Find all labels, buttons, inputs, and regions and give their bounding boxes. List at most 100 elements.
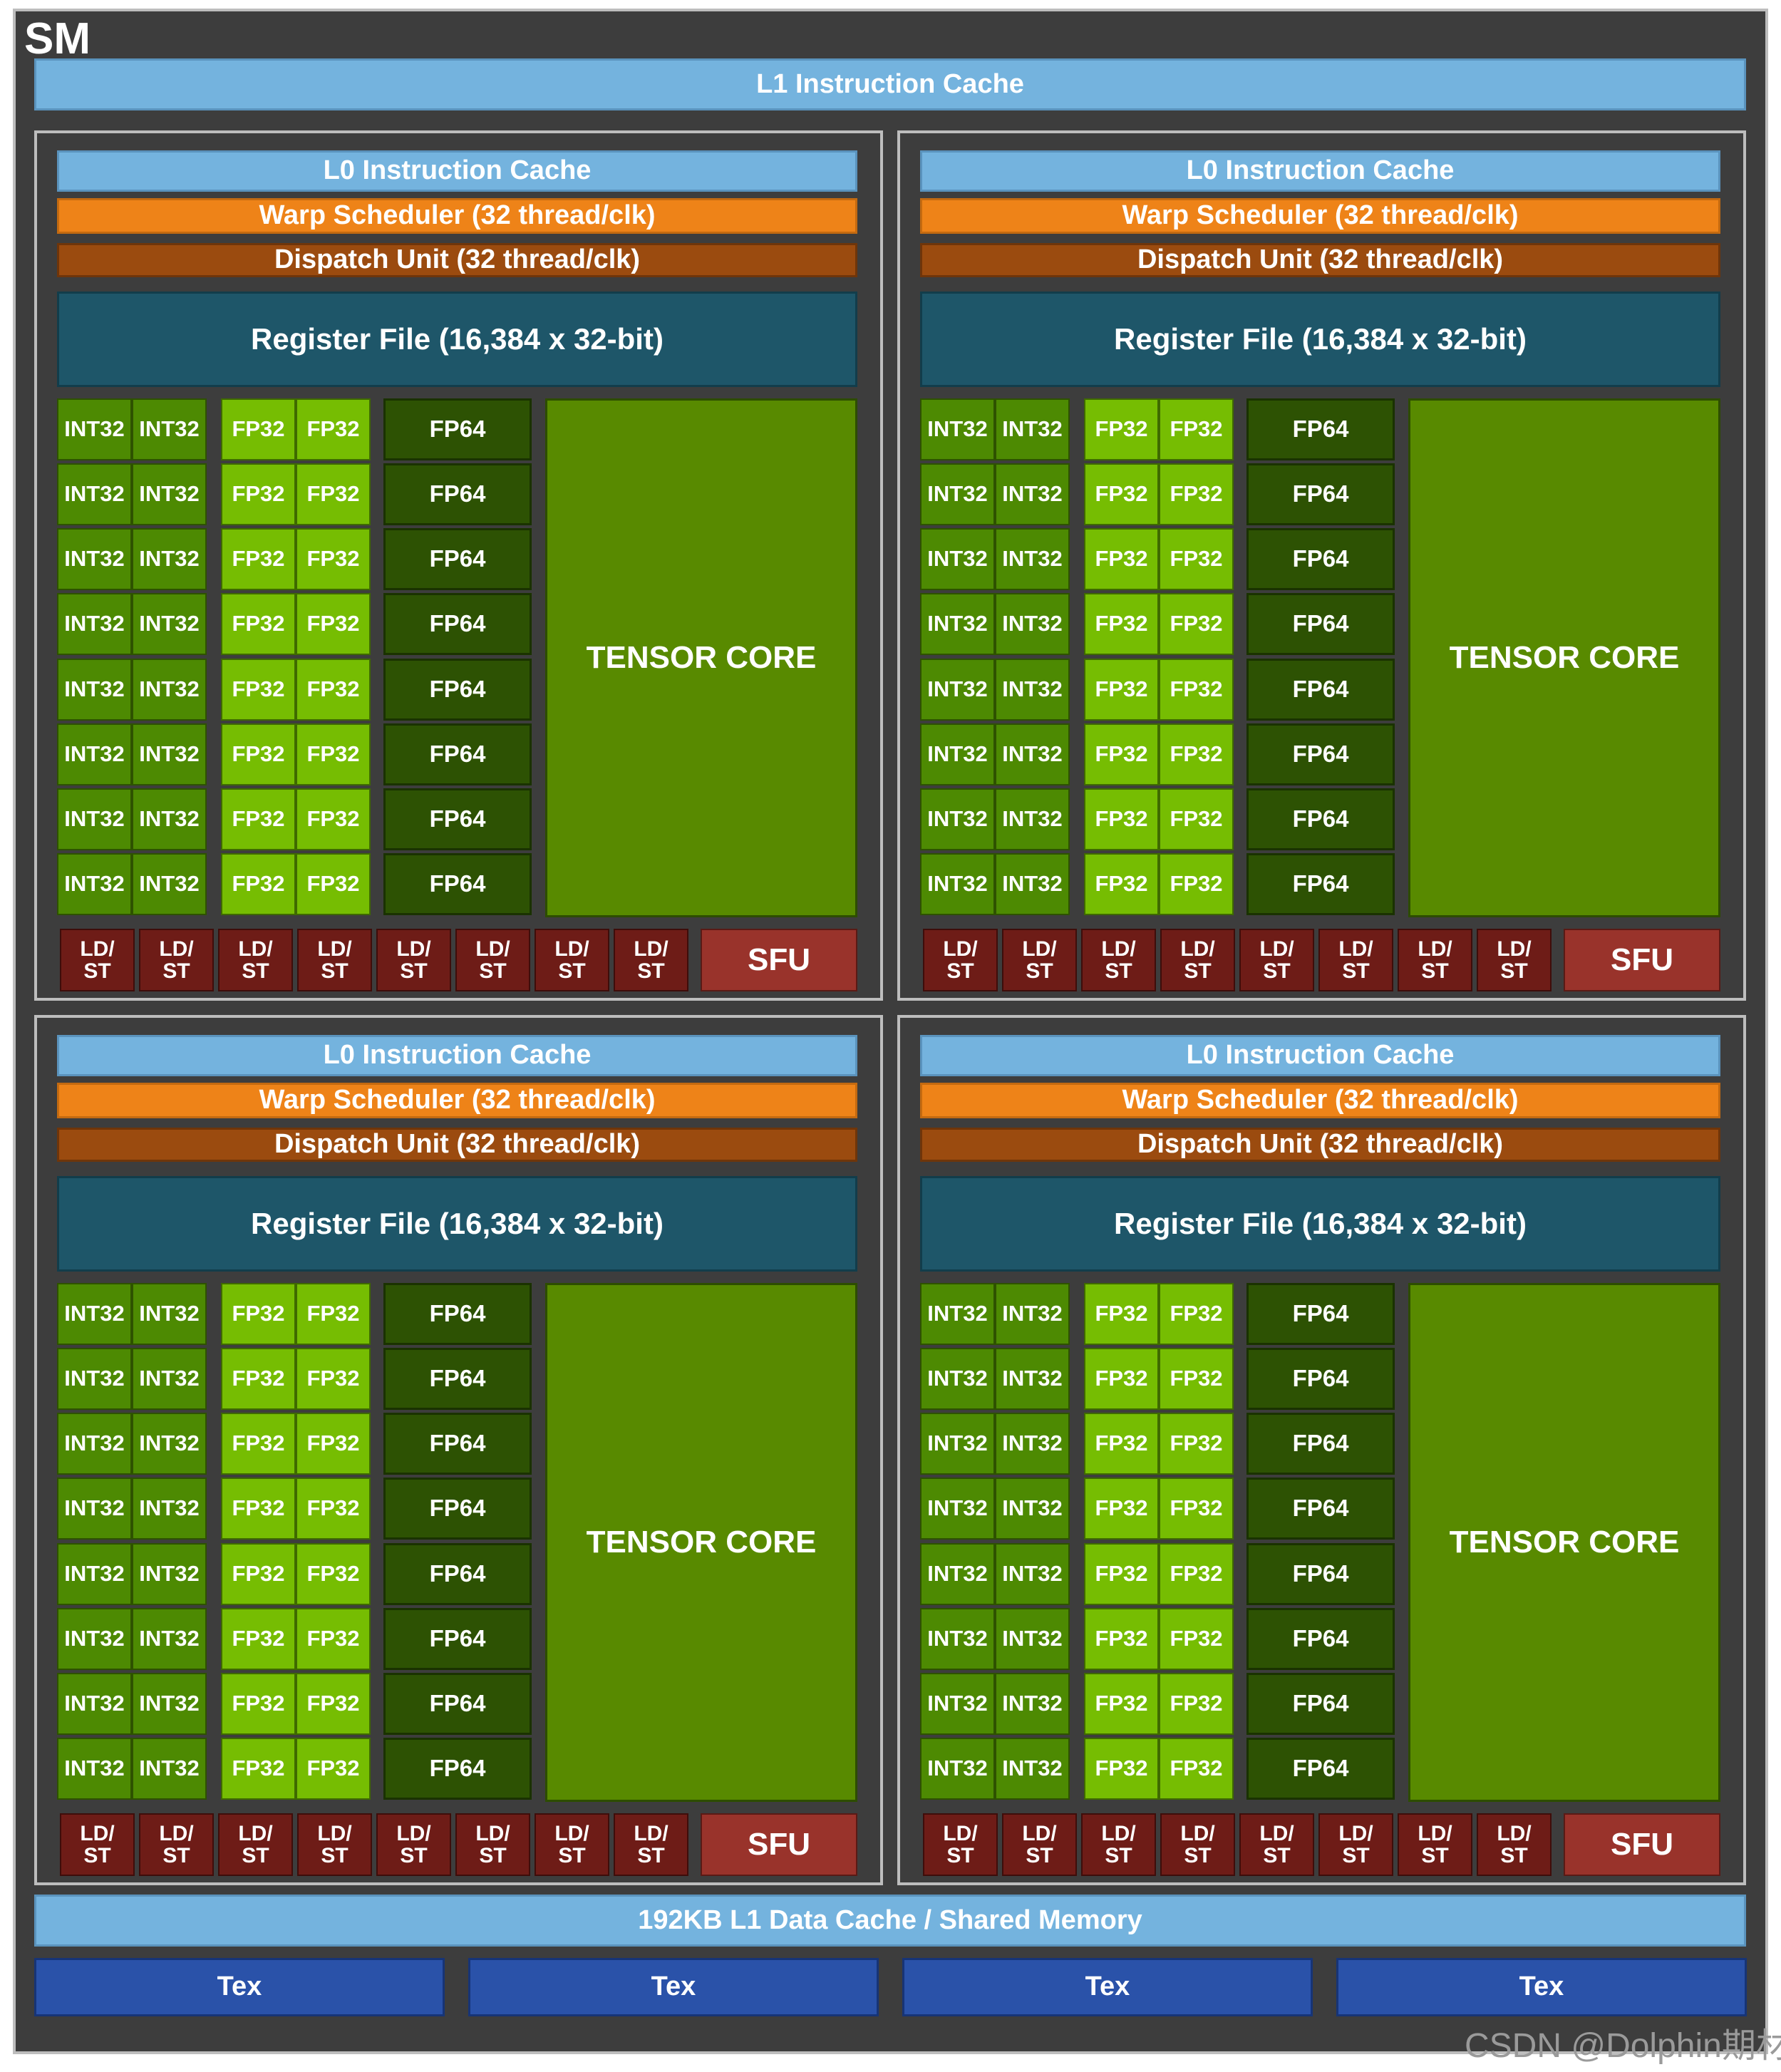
- fp64-core: FP64: [1246, 1543, 1395, 1605]
- ld-st-unit: LD/ST: [1318, 929, 1393, 991]
- ld-st-unit: LD/ST: [923, 1813, 998, 1876]
- register-file: Register File (16,384 x 32-bit): [920, 292, 1720, 387]
- ld-st-unit: LD/ST: [1002, 1813, 1077, 1876]
- ld-st-label-line1: LD/: [1101, 1821, 1136, 1845]
- ld-st-unit: LD/ST: [535, 929, 609, 991]
- fp32-core: FP32: [1159, 1283, 1234, 1345]
- fp64-core: FP64: [1246, 853, 1395, 915]
- ld-st-label-line2: ST: [1026, 1844, 1053, 1867]
- int32-core: INT32: [995, 1413, 1070, 1475]
- int32-core: INT32: [132, 398, 207, 460]
- int32-core: INT32: [132, 723, 207, 785]
- fp32-core: FP32: [296, 723, 371, 785]
- ld-st-unit: LD/ST: [1398, 1813, 1472, 1876]
- fp32-core: FP32: [1084, 1608, 1159, 1670]
- ld-st-label-line2: ST: [1342, 1844, 1370, 1867]
- ld-st-label-line1: LD/: [943, 1821, 978, 1845]
- fp32-core: FP32: [1159, 528, 1234, 590]
- int32-core: INT32: [57, 723, 132, 785]
- ld-st-unit: LD/ST: [614, 1813, 688, 1876]
- ld-st-label-line1: LD/: [475, 1821, 510, 1845]
- ld-st-label-line1: LD/: [317, 937, 352, 961]
- int32-core: INT32: [995, 528, 1070, 590]
- fp32-core: FP32: [1084, 723, 1159, 785]
- dispatch-unit: Dispatch Unit (32 thread/clk): [920, 1128, 1720, 1162]
- fp64-core: FP64: [383, 1543, 532, 1605]
- fp64-core: FP64: [1246, 593, 1395, 655]
- l0-instruction-cache: L0 Instruction Cache: [920, 150, 1720, 192]
- ld-st-unit: LD/ST: [1398, 929, 1472, 991]
- ld-st-label-line1: LD/: [1022, 937, 1057, 961]
- fp32-core: FP32: [1159, 1738, 1234, 1800]
- fp32-core: FP32: [1159, 723, 1234, 785]
- ld-st-unit: LD/ST: [455, 929, 530, 991]
- l1-instruction-cache: L1 Instruction Cache: [34, 58, 1746, 110]
- fp64-core: FP64: [383, 1413, 532, 1475]
- ld-st-label-line2: ST: [1263, 1844, 1291, 1867]
- fp32-core: FP32: [221, 723, 296, 785]
- ld-st-label-line1: LD/: [634, 937, 668, 961]
- fp32-core: FP32: [1084, 1543, 1159, 1605]
- tensor-core: TENSOR CORE: [545, 398, 857, 917]
- fp64-core: FP64: [383, 723, 532, 785]
- ld-st-label-line2: ST: [162, 959, 190, 983]
- fp32-core: FP32: [296, 593, 371, 655]
- fp32-core: FP32: [221, 593, 296, 655]
- sfu-unit: SFU: [1564, 929, 1720, 991]
- sm-title: SM: [24, 14, 91, 63]
- int32-core: INT32: [132, 659, 207, 721]
- int32-core: INT32: [920, 593, 995, 655]
- fp64-core: FP64: [383, 1608, 532, 1670]
- int32-core: INT32: [132, 1673, 207, 1735]
- ld-st-label-line1: LD/: [1338, 1821, 1373, 1845]
- ld-st-label-line2: ST: [558, 959, 586, 983]
- int32-core: INT32: [995, 1738, 1070, 1800]
- ld-st-unit: LD/ST: [1239, 929, 1314, 991]
- ld-st-label-line2: ST: [479, 959, 507, 983]
- ld-st-label-line2: ST: [1026, 959, 1053, 983]
- int32-core: INT32: [132, 1543, 207, 1605]
- int32-core: INT32: [995, 1673, 1070, 1735]
- ld-st-label-line1: LD/: [1022, 1821, 1057, 1845]
- ld-st-unit: LD/ST: [218, 1813, 293, 1876]
- dispatch-unit: Dispatch Unit (32 thread/clk): [57, 1128, 857, 1162]
- int32-core: INT32: [57, 1543, 132, 1605]
- int32-core: INT32: [995, 463, 1070, 525]
- fp64-core: FP64: [1246, 1673, 1395, 1735]
- fp64-core: FP64: [383, 1283, 532, 1345]
- ld-st-label-line2: ST: [162, 1844, 190, 1867]
- fp32-core: FP32: [221, 1673, 296, 1735]
- ld-st-unit: LD/ST: [1160, 1813, 1235, 1876]
- int32-core: INT32: [132, 528, 207, 590]
- ld-st-unit: LD/ST: [1477, 1813, 1552, 1876]
- int32-core: INT32: [920, 1608, 995, 1670]
- fp64-core: FP64: [383, 1348, 532, 1410]
- fp32-core: FP32: [296, 528, 371, 590]
- fp32-core: FP32: [221, 659, 296, 721]
- ld-st-label-line1: LD/: [1418, 937, 1452, 961]
- fp32-core: FP32: [221, 1608, 296, 1670]
- ld-st-unit: LD/ST: [1002, 929, 1077, 991]
- fp64-core: FP64: [1246, 1283, 1395, 1345]
- int32-core: INT32: [57, 463, 132, 525]
- ld-st-label-line2: ST: [400, 959, 428, 983]
- int32-core: INT32: [920, 853, 995, 915]
- warp-scheduler: Warp Scheduler (32 thread/clk): [920, 198, 1720, 234]
- fp32-core: FP32: [221, 1543, 296, 1605]
- int32-core: INT32: [132, 593, 207, 655]
- int32-core: INT32: [995, 593, 1070, 655]
- int32-core: INT32: [995, 1543, 1070, 1605]
- fp32-core: FP32: [221, 788, 296, 850]
- int32-core: INT32: [132, 1608, 207, 1670]
- ld-st-unit: LD/ST: [1477, 929, 1552, 991]
- ld-st-label-line1: LD/: [1497, 1821, 1532, 1845]
- fp64-core: FP64: [383, 1673, 532, 1735]
- fp32-core: FP32: [1159, 1348, 1234, 1410]
- ld-st-label-line2: ST: [946, 959, 974, 983]
- fp64-core: FP64: [383, 463, 532, 525]
- fp64-core: FP64: [383, 1478, 532, 1540]
- int32-core: INT32: [920, 1283, 995, 1345]
- dispatch-unit: Dispatch Unit (32 thread/clk): [920, 243, 1720, 277]
- fp32-core: FP32: [1084, 1738, 1159, 1800]
- int32-core: INT32: [920, 398, 995, 460]
